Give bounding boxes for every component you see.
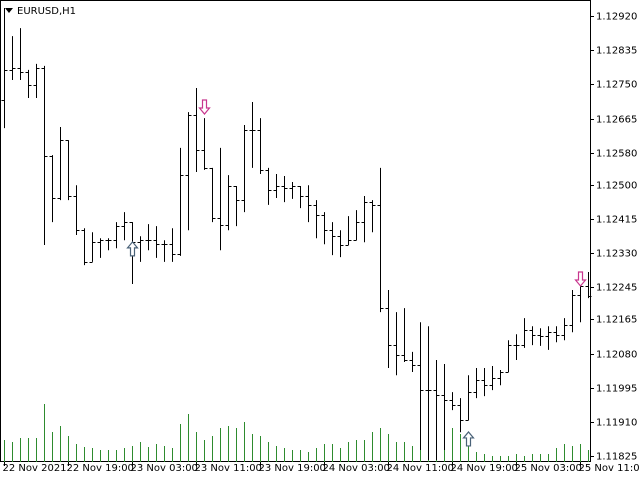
signal-arrow: [198, 99, 211, 115]
x-tick-label: 22 Nov 2021: [3, 463, 67, 474]
y-tick-label: 1.12415: [596, 215, 637, 226]
signal-arrow: [126, 240, 139, 257]
menu-triangle[interactable]: [5, 8, 13, 13]
x-tick-label: 25 Nov 11:00: [579, 463, 640, 474]
chart-title: EURUSD,H1: [17, 6, 76, 17]
y-tick-label: 1.12750: [596, 80, 637, 91]
y-tick-label: 1.12920: [596, 12, 637, 23]
x-tick-label: 23 Nov 19:00: [259, 463, 326, 474]
x-tick-label: 23 Nov 11:00: [195, 463, 262, 474]
y-tick-label: 1.12245: [596, 283, 637, 294]
x-tick-label: 25 Nov 03:00: [515, 463, 582, 474]
signal-arrow: [462, 430, 475, 447]
y-tick-label: 1.12835: [596, 46, 637, 57]
y-tick-label: 1.11825: [596, 452, 637, 463]
x-tick-label: 24 Nov 11:00: [387, 463, 454, 474]
x-tick-label: 22 Nov 19:00: [67, 463, 134, 474]
y-tick-label: 1.12330: [596, 249, 637, 260]
x-tick-label: 24 Nov 19:00: [451, 463, 518, 474]
y-tick-label: 1.11995: [596, 384, 637, 395]
y-tick-label: 1.12665: [596, 115, 637, 126]
y-tick-label: 1.12080: [596, 350, 637, 361]
plot-frame: [0, 0, 591, 462]
y-tick-label: 1.11910: [596, 418, 637, 429]
y-tick-label: 1.12165: [596, 315, 637, 326]
y-tick-label: 1.12580: [596, 149, 637, 160]
signal-arrow: [574, 271, 587, 287]
x-tick-label: 23 Nov 03:00: [131, 463, 198, 474]
x-tick-label: 24 Nov 03:00: [323, 463, 390, 474]
y-tick-label: 1.12500: [596, 181, 637, 192]
